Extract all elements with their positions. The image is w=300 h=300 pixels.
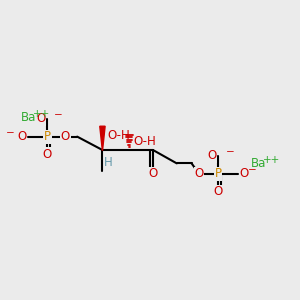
Text: −: − [248,165,257,175]
Text: O-H: O-H [107,129,130,142]
Text: O: O [194,167,204,180]
Text: H: H [104,156,113,169]
Text: Ba: Ba [21,111,36,124]
Text: ++: ++ [263,155,280,165]
Text: O: O [37,112,46,125]
Text: P: P [44,130,51,143]
Text: ++: ++ [33,109,50,119]
Text: O: O [148,167,158,180]
Text: O: O [17,130,27,143]
Text: −: − [6,128,15,138]
Text: O: O [239,167,248,180]
Text: O: O [43,148,52,161]
Text: O: O [214,185,223,198]
Text: P: P [215,167,222,180]
Text: O-H: O-H [134,134,156,148]
Text: −: − [53,110,62,120]
Text: O: O [208,149,217,162]
Text: −: − [226,147,235,158]
Text: O: O [61,130,70,143]
Text: Ba: Ba [251,157,266,170]
Polygon shape [100,126,105,150]
